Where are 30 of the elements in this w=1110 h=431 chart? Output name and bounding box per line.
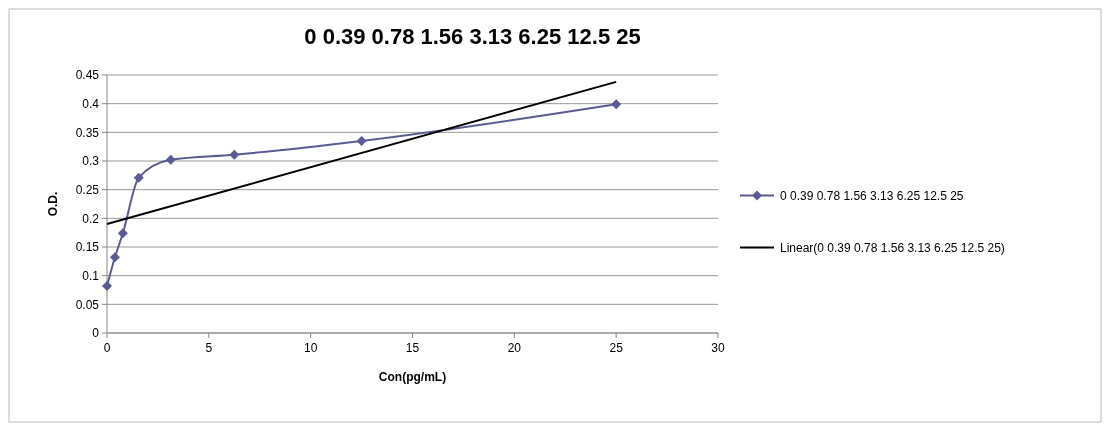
point: [611, 99, 622, 110]
x-tick-label: 30: [711, 341, 725, 355]
legend-label: 0 0.39 0.78 1.56 3.13 6.25 12.5 25: [780, 188, 964, 203]
y-tick-label: 0.05: [75, 297, 100, 312]
x-axis-title: Con(pg/mL): [378, 370, 447, 384]
point: [229, 149, 240, 160]
point: [109, 252, 120, 263]
legend-label: Linear(0 0.39 0.78 1.56 3.13 6.25 12.5 25): [780, 240, 1005, 255]
y-tick-label: 0.45: [75, 68, 100, 83]
x-tick-label: 0: [103, 341, 111, 355]
y-tick-label: 0.25: [75, 182, 100, 197]
y-tick-label: 0.15: [75, 240, 100, 255]
x-tick-label: 10: [303, 341, 318, 355]
y-tick-label: 0.3: [82, 154, 100, 169]
y-tick-label: 0.4: [82, 96, 100, 111]
x-tick-label: 5: [205, 341, 213, 355]
y-tick-label: 0.35: [75, 125, 100, 140]
y-axis-title: O.D.: [46, 191, 60, 217]
x-tick-label: 20: [507, 341, 522, 355]
point: [133, 172, 144, 183]
y-tick-label: 0: [92, 326, 100, 341]
point: [356, 135, 367, 146]
chart-title: 0 0.39 0.78 1.56 3.13 6.25 12.5 25: [304, 24, 641, 49]
x-tick-label: 15: [405, 341, 420, 355]
point: [165, 154, 176, 165]
y-tick-label: 0.2: [82, 211, 100, 226]
point: [102, 280, 112, 291]
y-tick-label: 0.1: [82, 268, 100, 283]
x-tick-label: 25: [609, 341, 624, 355]
point: [117, 228, 128, 239]
